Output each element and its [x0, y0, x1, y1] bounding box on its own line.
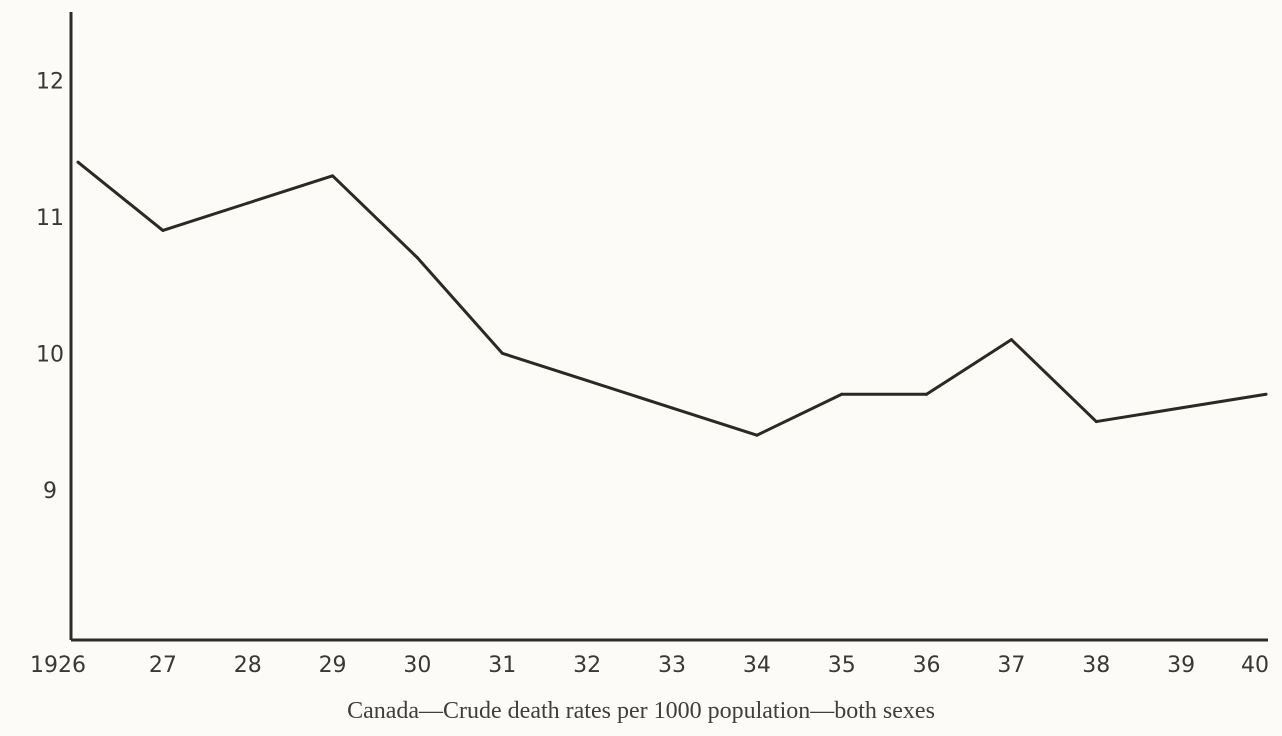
data-point: [415, 256, 419, 260]
data-point: [331, 174, 335, 178]
y-tick-label: 11: [36, 206, 64, 231]
data-point: [755, 433, 759, 437]
x-tick-label: 36: [913, 653, 941, 678]
y-tick-label: 9: [43, 479, 57, 504]
x-tick-label: 31: [488, 653, 516, 678]
data-point: [161, 228, 165, 232]
x-tick-label: 27: [149, 653, 177, 678]
y-tick-labels: 9 10 11 12: [36, 69, 64, 504]
data-point: [1264, 392, 1268, 396]
data-point: [670, 406, 674, 410]
x-tick-label: 28: [234, 653, 262, 678]
chart-caption: Canada—Crude death rates per 1000 popula…: [347, 698, 935, 724]
data-point: [925, 392, 929, 396]
x-tick-label: 35: [828, 653, 856, 678]
x-tick-label: 1926: [30, 653, 86, 678]
x-tick-label: 40: [1241, 653, 1269, 678]
y-tick-label: 10: [36, 342, 64, 367]
x-tick-label: 33: [658, 653, 686, 678]
x-tick-label: 32: [573, 653, 601, 678]
data-point: [1179, 406, 1183, 410]
x-tick-label: 39: [1167, 653, 1195, 678]
series-layer: [76, 160, 1268, 437]
data-point: [246, 201, 250, 205]
data-point: [585, 379, 589, 383]
x-tick-label: 37: [997, 653, 1025, 678]
data-point: [1094, 420, 1098, 424]
x-tick-label: 30: [403, 653, 431, 678]
x-tick-label: 38: [1082, 653, 1110, 678]
data-point: [500, 351, 504, 355]
data-point: [76, 160, 80, 164]
series-line: [77, 161, 1267, 437]
y-tick-label: 12: [36, 69, 64, 94]
data-point: [1009, 338, 1013, 342]
data-point: [840, 392, 844, 396]
x-tick-label: 29: [319, 653, 347, 678]
x-tick-label: 34: [743, 653, 771, 678]
x-tick-labels: 1926 27 28 29 30 31 32 33 34 35 36 37 38 39 40: [30, 653, 1269, 678]
